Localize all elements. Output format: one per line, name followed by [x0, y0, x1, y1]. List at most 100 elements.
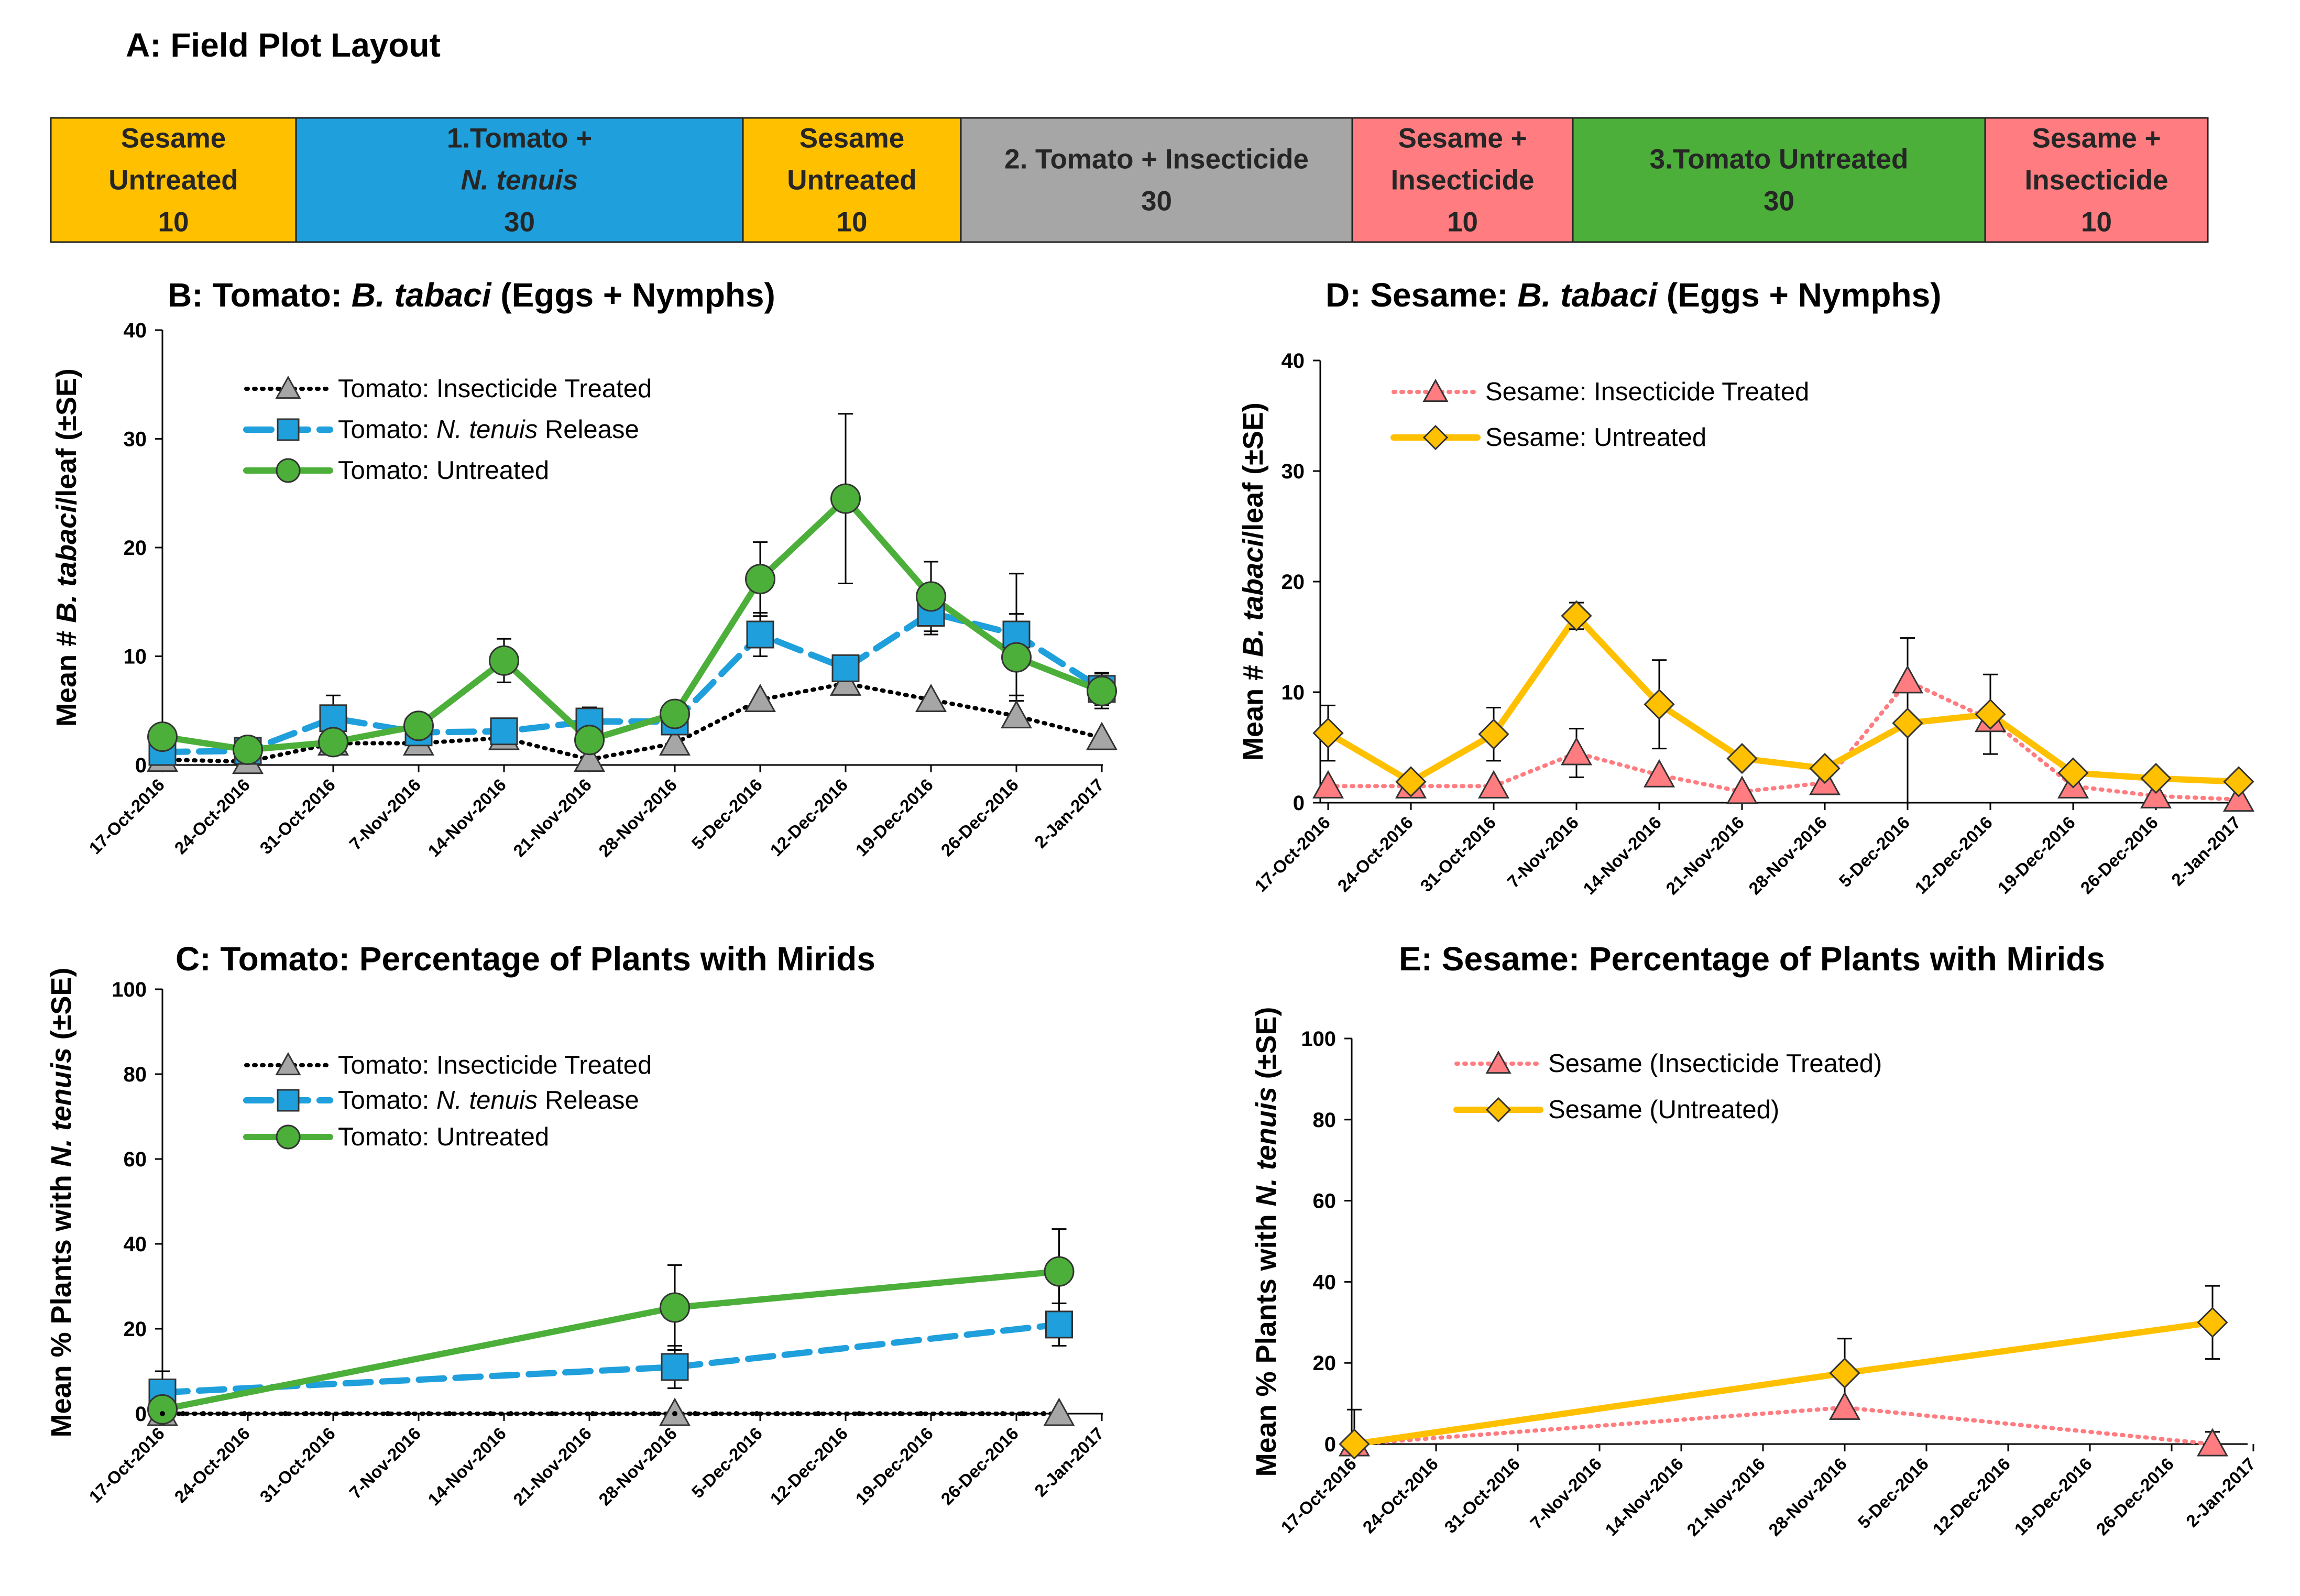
x-tick-label: 17-Oct-2016: [85, 1424, 168, 1506]
marker-circle: [147, 1394, 178, 1425]
dot-marker: [282, 1411, 288, 1416]
marker-diamond: [1312, 717, 1344, 749]
x-tick-label: 7-Nov-2016: [1526, 1454, 1605, 1533]
dot-marker: [877, 1411, 883, 1416]
marker-diamond: [1478, 718, 1509, 750]
field-plot-layout: Sesame Untreated 10 1.Tomato + N. tenuis 30 Se…: [50, 117, 2209, 243]
x-tick-label: 2-Jan-2017: [2182, 1454, 2259, 1531]
dot-marker: [754, 1411, 760, 1416]
x-tick-label: 21-Nov-2016: [509, 1424, 595, 1510]
plot-block: [1984, 117, 2209, 243]
marker-circle: [276, 458, 301, 483]
dot-marker: [569, 1411, 575, 1416]
x-tick-label: 12-Dec-2016: [766, 1424, 851, 1508]
plot-block: [1572, 117, 1986, 243]
panel-d-sesame-btabaci: D: Sesame: B. tabaci (Eggs + Nymphs) Mean…: [1237, 276, 2255, 898]
dot-marker: [979, 1411, 985, 1416]
marker-circle: [916, 581, 946, 612]
chart-title: C: Tomato: Percentage of Plants with Mir…: [176, 940, 875, 978]
marker-square: [1045, 1310, 1073, 1339]
y-tick-label: 20: [1282, 571, 1305, 594]
x-tick-label: 2-Jan-2017: [2167, 813, 2244, 890]
dot-marker: [385, 1411, 391, 1416]
marker-square: [746, 620, 774, 649]
x-tick-label: 12-Dec-2016: [766, 775, 851, 860]
x-tick-label: 14-Nov-2016: [424, 775, 510, 861]
marker-triangle: [573, 744, 606, 772]
x-tick-label: 7-Nov-2016: [345, 775, 424, 854]
marker-circle: [660, 1292, 690, 1323]
dot-marker: [1000, 1411, 1005, 1416]
x-tick-label: 17-Oct-2016: [1251, 813, 1333, 895]
y-tick-label: 80: [124, 1063, 147, 1086]
series-line: [159, 495, 1105, 753]
marker-diamond: [1422, 424, 1449, 451]
y-tick-label: 0: [135, 754, 147, 777]
legend-label: Tomato: N. tenuis Release: [338, 416, 639, 444]
x-tick-label: 12-Dec-2016: [1929, 1454, 2014, 1539]
x-tick-label: 2-Jan-2017: [1031, 775, 1108, 852]
plot-block: [960, 117, 1353, 243]
y-tick-label: 40: [1282, 349, 1305, 373]
marker-triangle: [275, 375, 301, 399]
marker-diamond: [2140, 762, 2172, 794]
dot-marker: [693, 1411, 698, 1416]
legend-label: Sesame: Untreated: [1485, 423, 1706, 452]
x-tick-label: 5-Dec-2016: [1854, 1454, 1932, 1532]
y-tick-label: 40: [124, 319, 147, 342]
marker-circle: [574, 725, 605, 756]
dot-marker: [672, 1411, 677, 1416]
dot-marker: [631, 1411, 637, 1416]
marker-triangle: [1560, 737, 1593, 766]
y-tick-label: 80: [1313, 1109, 1337, 1132]
x-tick-label: 2-Jan-2017: [1031, 1424, 1108, 1501]
dot-marker: [467, 1411, 473, 1416]
legend-label: Tomato: Untreated: [338, 1123, 549, 1151]
marker-circle: [147, 722, 178, 752]
dot-marker: [897, 1411, 903, 1416]
marker-triangle: [744, 683, 776, 712]
dot-marker: [508, 1411, 514, 1416]
y-tick-label: 20: [1313, 1352, 1337, 1375]
marker-circle: [276, 1124, 301, 1150]
x-tick-label: 21-Nov-2016: [509, 775, 595, 861]
marker-diamond: [2223, 766, 2254, 797]
block-label: Insecticide: [2025, 165, 2168, 196]
block-label: 10: [1447, 207, 1478, 238]
x-tick-label: 17-Oct-2016: [85, 775, 168, 858]
y-tick-label: 10: [124, 646, 147, 669]
plot-block: [295, 117, 744, 243]
block-label: Insecticide: [1391, 165, 1535, 196]
marker-diamond: [2197, 1307, 2228, 1338]
panel-c-tomato-mirids: C: Tomato: Percentage of Plants with Mir…: [46, 940, 1108, 1509]
x-tick-label: 14-Nov-2016: [1601, 1454, 1687, 1540]
y-axis-label: Mean # B. tabaci/leaf (±SE): [51, 368, 82, 727]
marker-circle: [489, 645, 519, 676]
y-tick-label: 60: [124, 1148, 147, 1171]
block-label: 10: [2081, 207, 2112, 238]
marker-diamond: [1975, 698, 2006, 730]
block-label: Sesame: [799, 123, 904, 154]
x-tick-label: 7-Nov-2016: [1503, 813, 1582, 892]
legend-label: Tomato: Insecticide Treated: [338, 1051, 652, 1079]
dot-marker: [610, 1411, 616, 1416]
y-tick-label: 0: [1293, 792, 1305, 815]
series-line: [1352, 1405, 2215, 1446]
marker-square: [831, 654, 860, 682]
plot-block: [742, 117, 962, 243]
marker-circle: [830, 483, 861, 514]
legend-label: Sesame (Untreated): [1548, 1096, 1779, 1124]
dot-marker: [938, 1411, 944, 1416]
dot-marker: [549, 1411, 555, 1416]
dot-marker: [487, 1411, 493, 1416]
marker-diamond: [1339, 1428, 1370, 1460]
marker-diamond: [1809, 752, 1841, 784]
dot-marker: [446, 1411, 452, 1416]
marker-triangle: [1000, 700, 1033, 729]
marker-triangle: [275, 1052, 301, 1076]
block-label: 3.Tomato Untreated: [1650, 144, 1909, 175]
dot-marker: [242, 1411, 247, 1416]
marker-triangle: [1086, 722, 1118, 750]
x-tick-label: 28-Nov-2016: [595, 775, 681, 861]
dot-marker: [426, 1411, 432, 1416]
